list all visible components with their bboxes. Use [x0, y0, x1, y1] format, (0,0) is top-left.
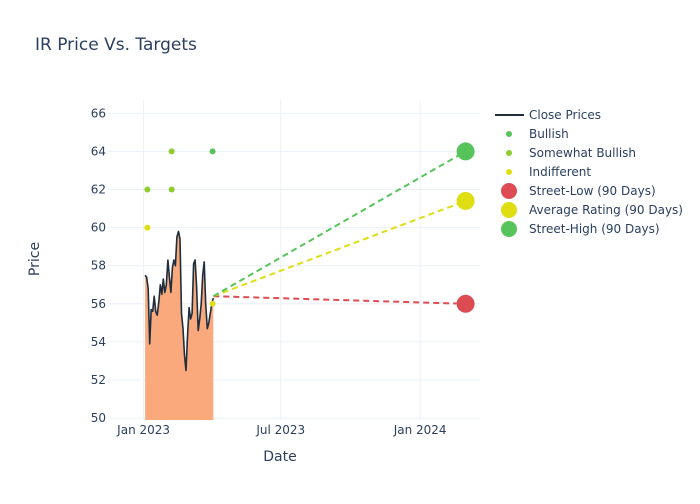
y-tick-label: 56: [91, 297, 106, 311]
target-line: [212, 200, 466, 298]
rating-point: [209, 300, 216, 307]
legend-label: Average Rating (90 Days): [529, 203, 683, 217]
legend-swatch-dot: [506, 169, 512, 175]
target-marker: [456, 142, 475, 161]
target-marker: [456, 191, 475, 210]
y-tick-label: 60: [91, 221, 106, 235]
target-marker: [456, 294, 475, 313]
y-tick-label: 52: [91, 373, 106, 387]
y-axis-ticks: 50 52 54 56 58 60 62 64 66: [91, 106, 106, 425]
y-tick-label: 54: [91, 335, 106, 349]
legend-label: Close Prices: [529, 108, 601, 122]
legend-swatch-dot: [506, 131, 512, 137]
target-line: [213, 295, 466, 305]
chart-title: IR Price Vs. Targets: [35, 35, 197, 55]
target-lines: [212, 150, 467, 305]
legend-swatch-marker: [501, 202, 517, 218]
rating-point: [168, 186, 175, 193]
y-tick-label: 58: [91, 259, 106, 273]
price-line-layer: [144, 230, 215, 372]
rating-points: [144, 148, 216, 307]
price-area: [145, 231, 214, 420]
legend: Close Prices Bullish Somewhat Bullish Indif…: [495, 108, 683, 237]
y-tick-label: 64: [91, 144, 106, 158]
rating-point: [144, 186, 151, 193]
y-axis-label: Price: [27, 242, 43, 276]
target-markers: [456, 142, 475, 313]
legend-label: Street-High (90 Days): [529, 222, 660, 236]
legend-swatch-marker: [501, 221, 517, 237]
y-tick-label: 62: [91, 183, 106, 197]
legend-label: Street-Low (90 Days): [529, 184, 656, 198]
x-tick-label: Jul 2023: [255, 423, 305, 437]
legend-swatch-dot: [506, 150, 512, 156]
y-tick-label: 50: [91, 411, 106, 425]
legend-label: Somewhat Bullish: [529, 146, 636, 160]
close-price-line: [144, 230, 215, 372]
x-tick-label: Jan 2023: [116, 423, 170, 437]
legend-swatch-marker: [501, 183, 517, 199]
target-line: [212, 150, 467, 298]
x-axis-label: Date: [263, 449, 296, 465]
x-tick-label: Jan 2024: [393, 423, 447, 437]
legend-label: Bullish: [529, 127, 569, 141]
legend-label: Indifferent: [529, 165, 591, 179]
x-axis-ticks: Jan 2023 Jul 2023 Jan 2024: [116, 423, 446, 437]
rating-point: [144, 224, 151, 231]
rating-point: [168, 148, 175, 155]
rating-point: [209, 148, 216, 155]
y-tick-label: 66: [91, 106, 106, 120]
price-fill: [145, 231, 214, 420]
